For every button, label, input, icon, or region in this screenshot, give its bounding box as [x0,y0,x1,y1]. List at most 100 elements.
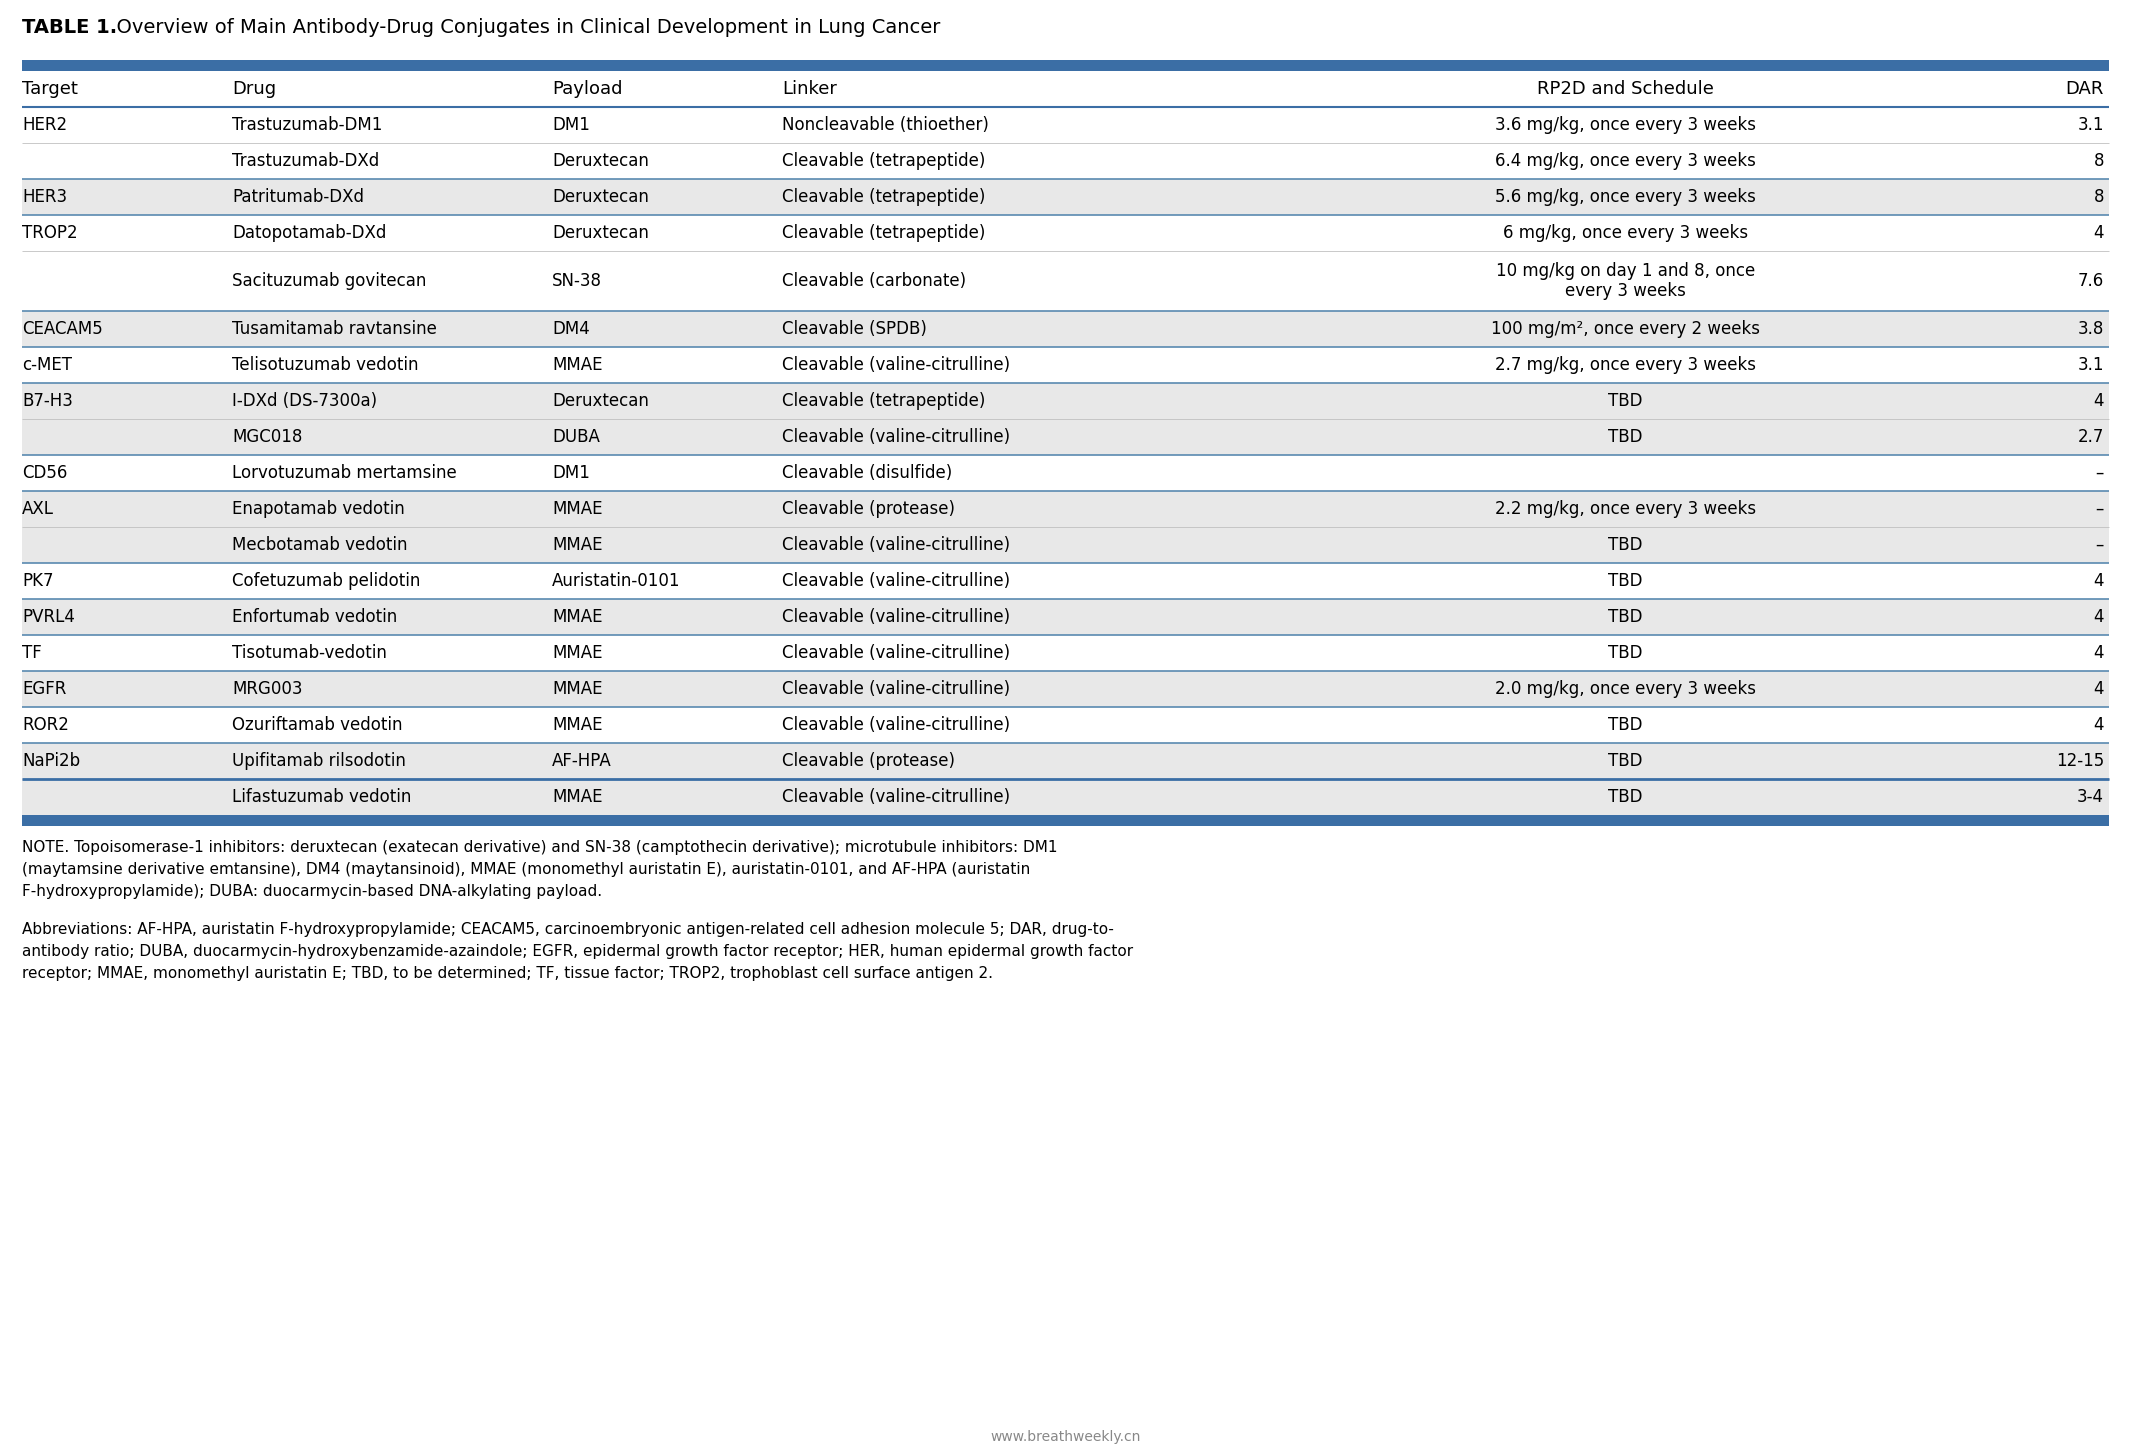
Text: Enapotamab vedotin: Enapotamab vedotin [232,499,405,518]
Text: MMAE: MMAE [552,357,603,374]
Text: Deruxtecan: Deruxtecan [552,224,648,242]
Text: NaPi2b: NaPi2b [21,751,81,770]
Bar [21,419,2110,454]
Text: Mecbotamab vedotin: Mecbotamab vedotin [232,536,407,553]
Text: MRG003: MRG003 [232,680,303,697]
Text: AF-HPA: AF-HPA [552,751,612,770]
Text: 4: 4 [2093,680,2103,697]
Bar [21,179,2110,215]
Text: Cleavable (valine-citrulline): Cleavable (valine-citrulline) [782,644,1010,662]
Text: TBD: TBD [1609,644,1643,662]
Text: CD56: CD56 [21,464,68,482]
Text: TBD: TBD [1609,392,1643,411]
Text: MMAE: MMAE [552,536,603,553]
Text: Cleavable (valine-citrulline): Cleavable (valine-citrulline) [782,788,1010,807]
Text: Tusamitamab ravtansine: Tusamitamab ravtansine [232,320,437,338]
Text: Cleavable (carbonate): Cleavable (carbonate) [782,272,965,290]
Text: TABLE 1.: TABLE 1. [21,17,117,36]
Text: 3.1: 3.1 [2078,116,2103,134]
Bar [21,491,2110,527]
Text: 4: 4 [2093,392,2103,411]
Text: MMAE: MMAE [552,499,603,518]
Bar [21,527,2110,563]
Text: Noncleavable (thioether): Noncleavable (thioether) [782,116,989,134]
Text: antibody ratio; DUBA, duocarmycin-hydroxybenzamide-azaindole; EGFR, epidermal gr: antibody ratio; DUBA, duocarmycin-hydrox… [21,943,1134,960]
Text: Cleavable (valine-citrulline): Cleavable (valine-citrulline) [782,716,1010,734]
Text: 6 mg/kg, once every 3 weeks: 6 mg/kg, once every 3 weeks [1502,224,1747,242]
Text: TBD: TBD [1609,572,1643,590]
Text: Upifitamab rilsodotin: Upifitamab rilsodotin [232,751,405,770]
Text: www.breathweekly.cn: www.breathweekly.cn [991,1430,1140,1444]
Text: 100 mg/m², once every 2 weeks: 100 mg/m², once every 2 weeks [1492,320,1760,338]
Text: I-DXd (DS-7300a): I-DXd (DS-7300a) [232,392,377,411]
Bar [21,347,2110,383]
Bar [21,671,2110,708]
Bar [21,383,2110,419]
Text: TF: TF [21,644,43,662]
Text: HER3: HER3 [21,188,66,205]
Text: Deruxtecan: Deruxtecan [552,392,648,411]
Text: Lifastuzumab vedotin: Lifastuzumab vedotin [232,788,411,807]
Text: HER2: HER2 [21,116,66,134]
Text: Drug: Drug [232,80,277,98]
Bar [21,143,2110,179]
Text: DAR: DAR [2065,80,2103,98]
Text: Cleavable (SPDB): Cleavable (SPDB) [782,320,927,338]
Text: 4: 4 [2093,609,2103,626]
Bar [21,635,2110,671]
Text: 3-4: 3-4 [2078,788,2103,807]
Text: Cleavable (tetrapeptide): Cleavable (tetrapeptide) [782,224,985,242]
Text: Lorvotuzumab mertamsine: Lorvotuzumab mertamsine [232,464,456,482]
Text: Linker: Linker [782,80,837,98]
Text: SN-38: SN-38 [552,272,601,290]
Bar [21,779,2110,815]
Text: Cleavable (tetrapeptide): Cleavable (tetrapeptide) [782,392,985,411]
Text: MMAE: MMAE [552,680,603,697]
Text: Trastuzumab-DM1: Trastuzumab-DM1 [232,116,381,134]
Text: NOTE. Topoisomerase-1 inhibitors: deruxtecan (exatecan derivative) and SN-38 (ca: NOTE. Topoisomerase-1 inhibitors: deruxt… [21,840,1057,855]
Text: MMAE: MMAE [552,788,603,807]
Text: Telisotuzumab vedotin: Telisotuzumab vedotin [232,357,418,374]
Text: TBD: TBD [1609,536,1643,553]
Text: Cleavable (valine-citrulline): Cleavable (valine-citrulline) [782,680,1010,697]
Text: 5.6 mg/kg, once every 3 weeks: 5.6 mg/kg, once every 3 weeks [1496,188,1756,205]
Text: PK7: PK7 [21,572,53,590]
Text: 8: 8 [2093,188,2103,205]
Text: 4: 4 [2093,224,2103,242]
Text: MMAE: MMAE [552,609,603,626]
Text: 8: 8 [2093,151,2103,170]
Text: AXL: AXL [21,499,53,518]
Text: Payload: Payload [552,80,622,98]
Text: RP2D and Schedule: RP2D and Schedule [1536,80,1713,98]
Text: TBD: TBD [1609,751,1643,770]
Text: Cleavable (valine-citrulline): Cleavable (valine-citrulline) [782,536,1010,553]
Text: B7-H3: B7-H3 [21,392,72,411]
Text: Cleavable (protease): Cleavable (protease) [782,499,955,518]
Text: 4: 4 [2093,644,2103,662]
Bar [21,215,2110,250]
Text: DM4: DM4 [552,320,590,338]
Text: Cleavable (tetrapeptide): Cleavable (tetrapeptide) [782,151,985,170]
Text: Datopotamab-DXd: Datopotamab-DXd [232,224,386,242]
Text: CEACAM5: CEACAM5 [21,320,102,338]
Bar [21,708,2110,743]
Text: EGFR: EGFR [21,680,66,697]
Text: every 3 weeks: every 3 weeks [1564,282,1686,300]
Text: –: – [2095,536,2103,553]
Text: –: – [2095,499,2103,518]
Text: 2.2 mg/kg, once every 3 weeks: 2.2 mg/kg, once every 3 weeks [1496,499,1756,518]
Text: Patritumab-DXd: Patritumab-DXd [232,188,364,205]
Text: TBD: TBD [1609,716,1643,734]
Text: 10 mg/kg on day 1 and 8, once: 10 mg/kg on day 1 and 8, once [1496,262,1756,280]
Text: MGC018: MGC018 [232,428,303,446]
Text: ROR2: ROR2 [21,716,68,734]
Text: Abbreviations: AF-HPA, auristatin F-hydroxypropylamide; CEACAM5, carcinoembryoni: Abbreviations: AF-HPA, auristatin F-hydr… [21,922,1115,938]
Text: TBD: TBD [1609,428,1643,446]
Text: 3.6 mg/kg, once every 3 weeks: 3.6 mg/kg, once every 3 weeks [1496,116,1756,134]
Text: Enfortumab vedotin: Enfortumab vedotin [232,609,396,626]
Text: Ozuriftamab vedotin: Ozuriftamab vedotin [232,716,403,734]
Text: Target: Target [21,80,79,98]
Text: 3.1: 3.1 [2078,357,2103,374]
Text: DM1: DM1 [552,464,590,482]
Bar [21,454,2110,491]
